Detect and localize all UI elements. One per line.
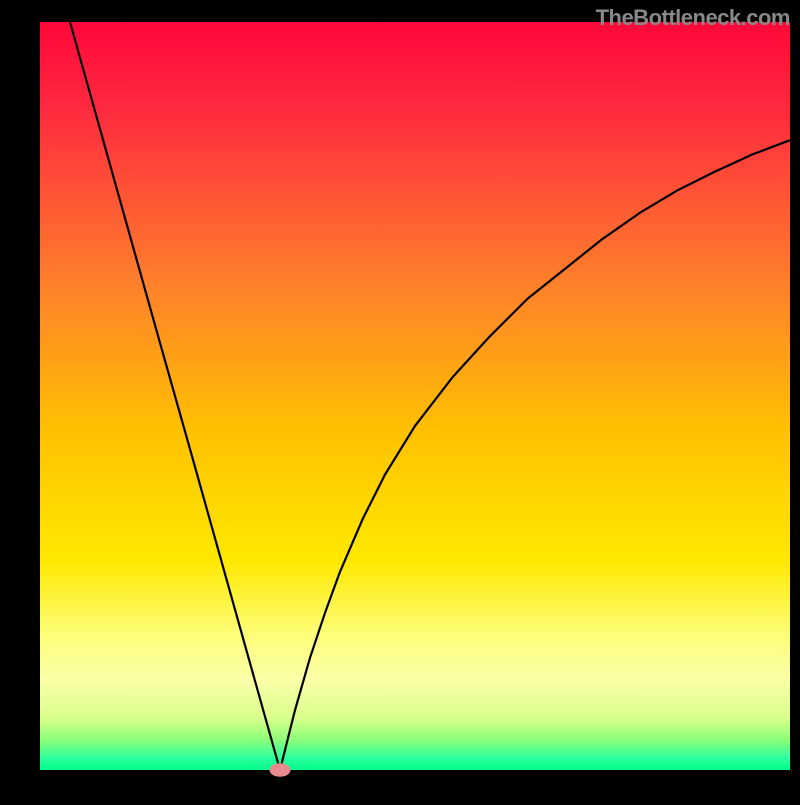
chart-svg <box>0 0 800 800</box>
chart-gradient-background <box>40 22 790 770</box>
bottleneck-chart: TheBottleneck.com <box>0 0 800 800</box>
attribution-watermark: TheBottleneck.com <box>596 5 790 31</box>
optimal-point-marker <box>270 763 291 776</box>
